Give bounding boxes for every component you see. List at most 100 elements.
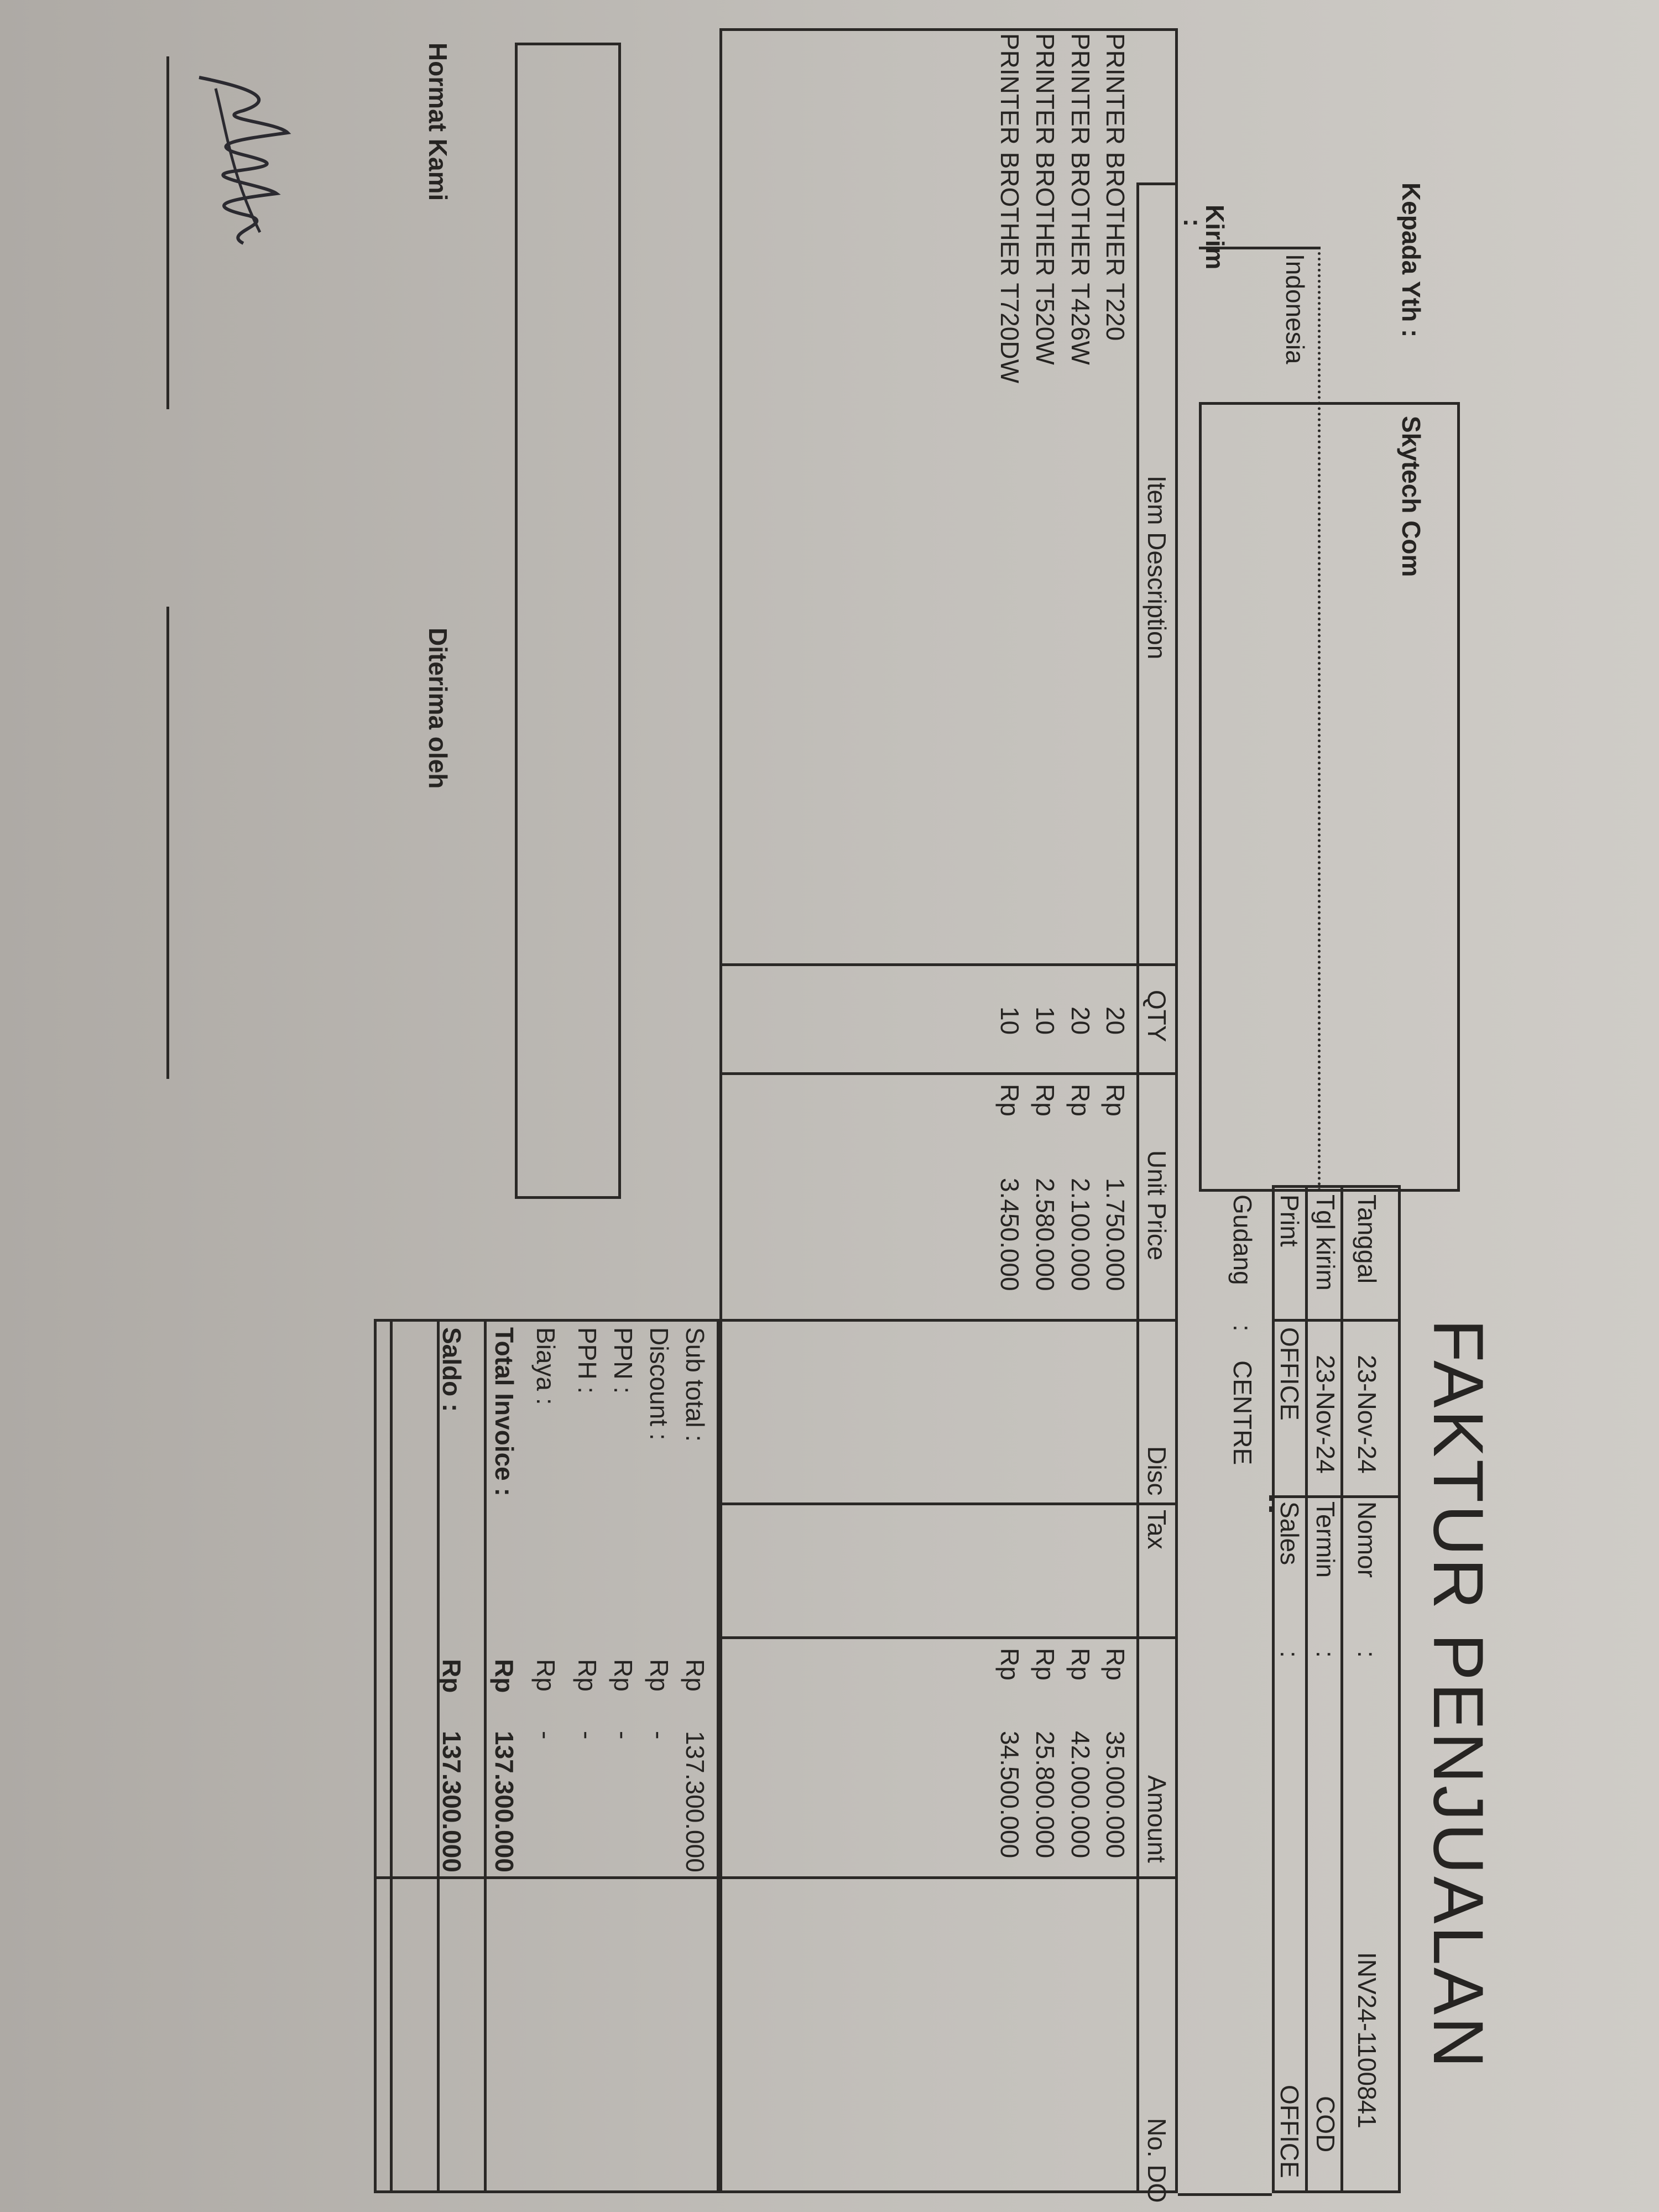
divider [374,1876,719,1879]
total-currency: Rp [681,1659,709,1692]
document-title: FAKTUR PENJUALAN [1418,1319,1498,2070]
divider [1178,2193,1272,2196]
print-value: OFFICE [1275,1327,1304,1421]
total-currency: Rp [531,1659,560,1692]
colon: : [1311,1651,1340,1658]
total-value: - [531,1731,560,1740]
divider [719,1876,1178,1879]
item-amount: 34.500.000 [995,1731,1024,1859]
item-qty: 10 [995,1006,1024,1035]
nomor-label: Nomor [1353,1501,1381,1578]
totals-box [374,1319,719,2193]
column-header-disc: Disc [1142,1446,1171,1496]
total-label: PPH : [573,1327,602,1394]
sales-label: Sales [1275,1501,1304,1566]
total-currency: Rp [490,1659,519,1693]
total-value: 137.300.000 [490,1731,519,1872]
tgl-kirim-value: 23-Nov-24 [1311,1355,1340,1474]
signature [199,76,291,245]
item-amount: 25.800.000 [1031,1731,1060,1859]
tgl-kirim-label: Tgl kirim [1311,1194,1340,1291]
item-qty: 20 [1101,1006,1130,1035]
total-label: Saldo : [437,1327,466,1412]
customer-name: Skytech Com [1397,416,1426,577]
item-amount-currency: Rp [1101,1648,1130,1681]
customer-address: Indonesia [1281,254,1310,364]
tanggal-label: Tanggal [1353,1194,1381,1284]
total-currency: Rp [609,1659,638,1692]
item-unit-price: 2.100.000 [1066,1178,1095,1291]
colon: : [1275,1651,1304,1658]
item-price-currency: Rp [1066,1084,1095,1117]
column-header-unit-price: Unit Price [1142,1150,1171,1261]
total-currency: Rp [645,1659,674,1692]
divider [1269,1495,1272,1512]
divider [390,1319,393,2193]
ship-colon: : [1178,218,1207,227]
divider [719,1319,1178,1322]
ship-label: Kirim [1201,205,1229,270]
column-header-item: Item Description [1142,476,1171,660]
divider [1272,1495,1401,1498]
total-currency: Rp [437,1659,466,1693]
item-amount-currency: Rp [995,1648,1024,1681]
item-description: PRINTER BROTHER T220 [1101,33,1130,341]
divider [1305,1185,1308,2193]
divider [1136,182,1139,2193]
item-price-currency: Rp [995,1084,1024,1117]
divider [719,1072,1178,1075]
signature-line [166,56,169,409]
total-label: PPN : [609,1327,638,1394]
total-value: - [573,1731,602,1740]
notes-box [515,43,621,1199]
divider [1318,247,1321,1192]
termin-value: COD [1311,2096,1340,2153]
column-header-amount: Amount [1142,1775,1171,1863]
item-unit-price: 1.750.000 [1101,1178,1130,1291]
sales-value: OFFICE [1275,2085,1304,2178]
item-amount: 42.000.000 [1066,1731,1095,1859]
total-label: Sub total : [681,1327,709,1442]
total-value: 137.300.000 [437,1731,466,1872]
divider [1340,1185,1343,2193]
item-amount-currency: Rp [1066,1648,1095,1681]
item-description: PRINTER BROTHER T426W [1066,33,1095,365]
item-amount: 35.000.000 [1101,1731,1130,1859]
total-label: Biaya : [531,1327,560,1405]
total-value: - [609,1731,638,1740]
divider [719,963,1178,966]
divider [719,1636,1178,1639]
item-qty: 10 [1031,1006,1060,1035]
total-label: Total Invoice : [490,1327,519,1496]
column-header-tax: Tax [1142,1510,1171,1550]
diterima-oleh-label: Diterima oleh [424,628,452,789]
recipient-label: Kepada Yth : [1397,182,1426,338]
item-qty: 20 [1066,1006,1095,1035]
divider [1272,1319,1401,1322]
item-description: PRINTER BROTHER T720DW [995,33,1024,384]
total-value: 137.300.000 [681,1731,709,1872]
total-label: Discount : [645,1327,674,1441]
total-currency: Rp [573,1659,602,1692]
signature-line [166,607,169,1079]
item-description: PRINTER BROTHER T520W [1031,33,1060,365]
column-header-qty: QTY [1142,990,1171,1042]
print-label: Print [1275,1194,1304,1247]
item-price-currency: Rp [1031,1084,1060,1117]
colon: : [1228,1324,1257,1332]
column-header-no-do: No. DO [1142,2118,1171,2203]
divider [719,1503,1178,1505]
gudang-label: Gudang [1228,1194,1257,1285]
item-unit-price: 2.580.000 [1031,1178,1060,1291]
divider [484,1319,487,2193]
item-unit-price: 3.450.000 [995,1178,1024,1291]
tanggal-value: 23-Nov-24 [1353,1355,1381,1474]
divider [1139,182,1178,185]
termin-label: Termin [1311,1501,1340,1578]
hormat-kami-label: Hormat Kami [424,43,452,201]
item-price-currency: Rp [1101,1084,1130,1117]
colon: : [1353,1651,1381,1658]
total-value: - [645,1731,674,1740]
item-amount-currency: Rp [1031,1648,1060,1681]
